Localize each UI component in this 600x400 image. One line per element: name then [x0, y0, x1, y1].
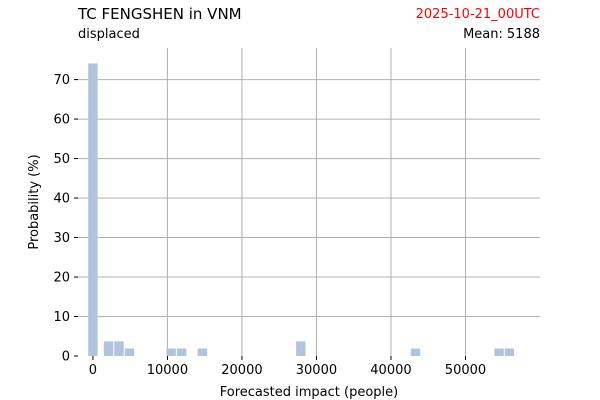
x-axis-label: Forecasted impact (people): [220, 385, 398, 400]
y-tick-label: 20: [53, 271, 70, 286]
histogram-bar: [197, 348, 208, 356]
histogram-bar: [296, 341, 306, 356]
y-tick-label: 0: [62, 350, 70, 365]
histogram-bar: [114, 341, 124, 356]
y-tick-label: 50: [53, 152, 70, 167]
forecast-date: 2025-10-21_00UTC: [415, 7, 540, 22]
y-tick-label: 10: [53, 310, 70, 325]
histogram-bar: [410, 348, 421, 356]
x-axis-ticks: 0 10000 20000 30000 40000 50000: [89, 356, 486, 378]
chart-subtitle: displaced: [78, 27, 140, 42]
x-tick-label: 50000: [445, 363, 486, 378]
grid-lines: [78, 48, 540, 356]
bars: [88, 63, 515, 357]
histogram-bar: [504, 348, 515, 356]
x-tick-label: 10000: [147, 363, 188, 378]
y-tick-label: 40: [53, 192, 70, 207]
x-tick-label: 20000: [221, 363, 262, 378]
y-tick-label: 70: [53, 73, 70, 88]
histogram-bar: [166, 348, 176, 356]
y-axis-ticks: 0 10 20 30 40 50 60 70: [53, 73, 78, 365]
y-tick-label: 30: [53, 231, 70, 246]
histogram-bar: [88, 63, 98, 357]
chart-title: TC FENGSHEN in VNM: [78, 5, 242, 23]
y-tick-label: 60: [53, 113, 70, 128]
mean-value: 5188: [506, 27, 540, 42]
histogram-bar: [176, 348, 187, 356]
histogram-bar: [103, 341, 114, 356]
mean-label: Mean:: [463, 27, 503, 42]
x-tick-label: 30000: [296, 363, 337, 378]
y-axis-label: Probability (%): [27, 154, 42, 249]
mean-readout: Mean: 5188: [459, 27, 540, 42]
histogram-bar: [494, 348, 504, 356]
histogram-bar: [124, 348, 135, 356]
x-tick-label: 0: [89, 363, 97, 378]
x-tick-label: 40000: [370, 363, 411, 378]
